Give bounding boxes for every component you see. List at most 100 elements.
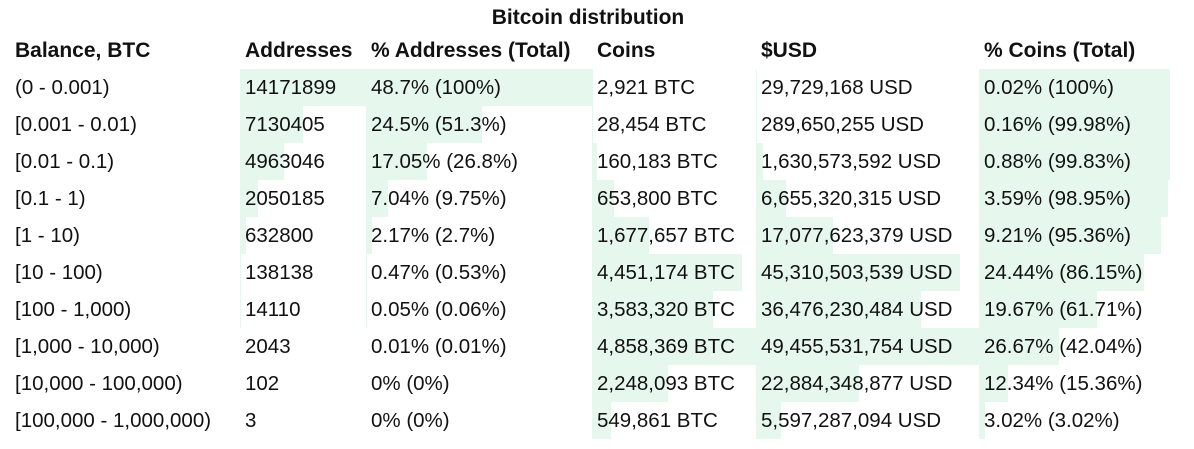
cell-coins: 2,921 BTC: [592, 69, 756, 106]
value-bar: [240, 143, 285, 180]
table-title: Bitcoin distribution: [491, 6, 685, 29]
cell-usd-text: 49,455,531,754 USD: [761, 334, 953, 358]
value-bar: [756, 143, 764, 180]
cell-pct-coins: 26.67% (42.04%): [979, 328, 1170, 365]
cell-coins: 28,454 BTC: [592, 106, 756, 143]
cell-coins-text: 653,800 BTC: [597, 186, 718, 210]
cell-coins-text: 3,583,320 BTC: [597, 297, 735, 321]
value-bar: [366, 254, 368, 291]
value-bar: [979, 143, 1170, 180]
cell-balance: [0.01 - 0.1): [10, 143, 240, 180]
cell-pct-addresses-text: 48.7% (100%): [371, 75, 501, 99]
cell-usd-text: 45,310,503,539 USD: [761, 260, 953, 284]
cell-coins: 4,451,174 BTC: [592, 254, 756, 291]
cell-pct-addresses-text: 0.47% (0.53%): [371, 260, 507, 284]
cell-pct-addresses-text: 0.01% (0.01%): [371, 334, 507, 358]
cell-coins: 160,183 BTC: [592, 143, 756, 180]
cell-pct-addresses: 7.04% (9.75%): [366, 180, 592, 217]
cell-pct-coins-text: 24.44% (86.15%): [984, 260, 1143, 284]
cell-balance: [100 - 1,000): [10, 291, 240, 328]
value-bar: [592, 291, 714, 328]
cell-pct-coins: 24.44% (86.15%): [979, 254, 1170, 291]
cell-usd: 6,655,320,315 USD: [756, 180, 979, 217]
header-row: Balance, BTC Addresses % Addresses (Tota…: [10, 33, 1170, 69]
cell-balance: [10 - 100): [10, 254, 240, 291]
value-bar: [756, 328, 979, 365]
table-row: (0 - 0.001) 14171899 48.7% (100%) 2,921 BTC…: [10, 69, 1170, 106]
table-row: [100 - 1,000) 14110 0.05% (0.06%) 3,583,320…: [10, 291, 1170, 328]
cell-coins-text: 160,183 BTC: [597, 149, 718, 173]
cell-usd-text: 289,650,255 USD: [761, 112, 924, 136]
cell-addresses: 7130405: [240, 106, 366, 143]
value-bar: [756, 217, 833, 254]
cell-pct-coins-text: 3.02% (3.02%): [984, 408, 1120, 432]
cell-pct-addresses: 0% (0%): [366, 402, 592, 439]
cell-usd: 49,455,531,754 USD: [756, 328, 979, 365]
value-bar: [592, 254, 743, 291]
col-header-pct-addresses: % Addresses (Total): [371, 39, 571, 62]
value-bar: [366, 69, 592, 106]
value-bar: [240, 180, 259, 217]
col-header-pct-coins: % Coins (Total): [984, 39, 1136, 62]
cell-pct-coins-text: 19.67% (61.71%): [984, 297, 1143, 321]
distribution-table: Balance, BTC Addresses % Addresses (Tota…: [10, 33, 1170, 439]
cell-pct-coins-text: 0.88% (99.83%): [984, 149, 1132, 173]
cell-balance: [1 - 10): [10, 217, 240, 254]
cell-pct-coins: 3.02% (3.02%): [979, 402, 1170, 439]
cell-usd: 22,884,348,877 USD: [756, 365, 979, 402]
cell-usd-text: 17,077,623,379 USD: [761, 223, 953, 247]
cell-addresses-text: 3: [245, 408, 257, 432]
cell-coins-text: 1,677,657 BTC: [597, 223, 735, 247]
cell-pct-coins-text: 3.59% (98.95%): [984, 186, 1132, 210]
value-bar: [756, 402, 782, 439]
cell-pct-addresses: 17.05% (26.8%): [366, 143, 592, 180]
cell-usd-text: 6,655,320,315 USD: [761, 186, 942, 210]
cell-balance-text: (0 - 0.001): [15, 75, 110, 99]
cell-pct-coins: 0.16% (99.98%): [979, 106, 1170, 143]
cell-pct-addresses-text: 0.05% (0.06%): [371, 297, 507, 321]
cell-pct-addresses: 0.01% (0.01%): [366, 328, 592, 365]
table-row: [1,000 - 10,000) 2043 0.01% (0.01%) 4,858,3…: [10, 328, 1170, 365]
value-bar: [592, 217, 649, 254]
value-bar: [979, 217, 1162, 254]
value-bar: [592, 402, 611, 439]
cell-usd-text: 36,476,230,484 USD: [761, 297, 953, 321]
cell-coins: 2,248,093 BTC: [592, 365, 756, 402]
value-bar: [756, 291, 921, 328]
cell-pct-coins-text: 12.34% (15.36%): [984, 371, 1143, 395]
cell-balance-text: [0.01 - 0.1): [15, 149, 115, 173]
value-bar: [366, 106, 482, 143]
cell-coins: 1,677,657 BTC: [592, 217, 756, 254]
cell-usd-text: 5,597,287,094 USD: [761, 408, 942, 432]
cell-addresses: 102: [240, 365, 366, 402]
value-bar: [240, 69, 366, 106]
table-row: [0.1 - 1) 2050185 7.04% (9.75%) 653,800 BTC…: [10, 180, 1170, 217]
table-row: [0.01 - 0.1) 4963046 17.05% (26.8%) 160,183…: [10, 143, 1170, 180]
cell-addresses-text: 14171899: [245, 75, 337, 99]
value-bar: [592, 106, 593, 143]
cell-balance-text: [10,000 - 100,000): [15, 371, 183, 395]
table-row: [1 - 10) 632800 2.17% (2.7%) 1,677,657 BTC 1…: [10, 217, 1170, 254]
cell-coins-text: 2,248,093 BTC: [597, 371, 735, 395]
value-bar: [979, 69, 1170, 106]
cell-coins-text: 4,451,174 BTC: [597, 260, 735, 284]
value-bar: [979, 328, 1060, 365]
cell-usd: 45,310,503,539 USD: [756, 254, 979, 291]
cell-pct-addresses-text: 0% (0%): [371, 371, 450, 395]
value-bar: [979, 180, 1168, 217]
cell-pct-coins: 12.34% (15.36%): [979, 365, 1170, 402]
cell-coins-text: 549,861 BTC: [597, 408, 718, 432]
cell-pct-addresses-text: 0% (0%): [371, 408, 450, 432]
table-row: [100,000 - 1,000,000) 3 0% (0%) 549,861 BTC…: [10, 402, 1170, 439]
cell-addresses: 14171899: [240, 69, 366, 106]
cell-addresses: 2043: [240, 328, 366, 365]
cell-usd: 5,597,287,094 USD: [756, 402, 979, 439]
cell-addresses: 4963046: [240, 143, 366, 180]
cell-pct-addresses: 0% (0%): [366, 365, 592, 402]
cell-addresses-text: 102: [245, 371, 280, 395]
cell-coins-text: 2,921 BTC: [597, 75, 695, 99]
cell-usd: 289,650,255 USD: [756, 106, 979, 143]
value-bar: [979, 291, 1097, 328]
col-header-balance: Balance, BTC: [15, 39, 151, 62]
value-bar: [366, 217, 373, 254]
